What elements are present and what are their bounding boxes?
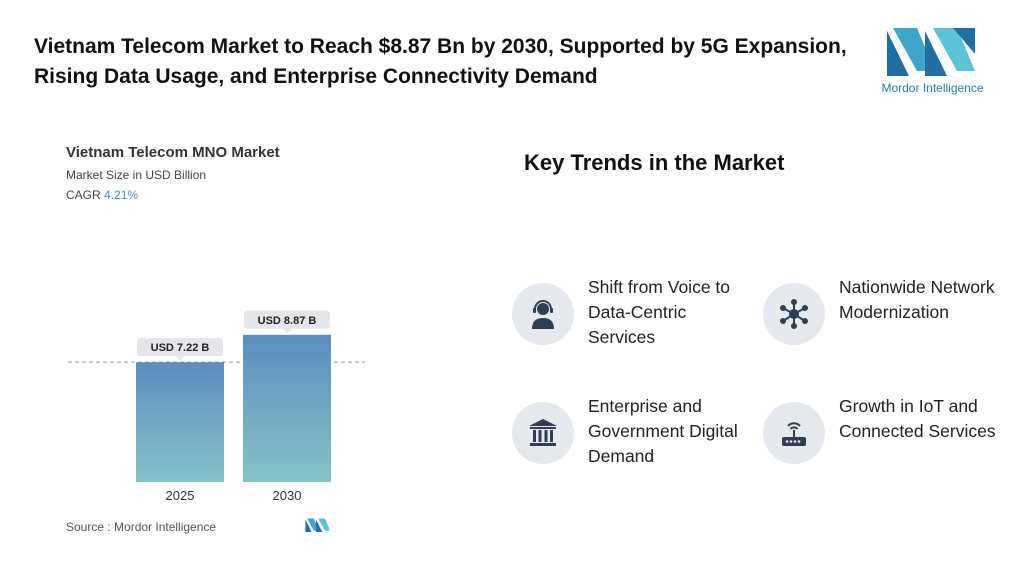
bar-2025 [136, 362, 224, 482]
trend-item-voice-to-data: Shift from Voice to Data-Centric Service… [512, 277, 752, 363]
mordor-logo-text: Mordor Intelligence [881, 81, 984, 95]
trend-icon-circle [512, 283, 574, 345]
government-building-icon [529, 419, 557, 446]
chart-subtitle: Market Size in USD Billion [66, 168, 207, 182]
cagr-label: CAGR [66, 188, 101, 202]
svg-text:USD 8.87 B: USD 8.87 B [258, 315, 317, 327]
trend-label: Enterprise and Government Digital Demand [588, 396, 738, 466]
cagr-text: CAGR 4.21% [66, 188, 138, 202]
source-logo-icon [305, 518, 331, 532]
chart-title: Vietnam Telecom MNO Market [66, 144, 280, 161]
bar-chart: USD 7.22 B USD 8.87 B 2025 2030 [68, 310, 365, 503]
trend-item-enterprise-government: Enterprise and Government Digital Demand [512, 396, 752, 482]
svg-text:USD 7.22 B: USD 7.22 B [151, 342, 210, 354]
x-tick-2025: 2025 [166, 488, 195, 503]
headline: Vietnam Telecom Market to Reach $8.87 Bn… [34, 35, 847, 88]
trend-icon-circle [512, 402, 574, 464]
cagr-value: 4.21% [104, 188, 139, 202]
x-tick-2030: 2030 [273, 488, 302, 503]
router-icon [782, 422, 806, 446]
trend-icon-circle [763, 283, 825, 345]
chart-card: USD 7.22 B USD 8.87 B 2025 2030 Vietnam … [40, 130, 385, 545]
trend-label: Shift from Voice to Data-Centric Service… [588, 277, 731, 347]
data-label-2025: USD 7.22 B [137, 338, 223, 362]
headset-agent-icon [532, 300, 554, 329]
trends-title: Key Trends in the Market [524, 150, 785, 175]
trend-item-network-modernization: Nationwide Network Modernization [763, 277, 1003, 363]
data-label-2030: USD 8.87 B [244, 310, 330, 334]
mordor-logo-icon [887, 28, 975, 76]
mordor-logo: Mordor Intelligence [875, 26, 990, 98]
chart-source: Source : Mordor Intelligence [66, 520, 217, 534]
trend-item-iot-growth: Growth in IoT and Connected Services [763, 396, 1003, 482]
bar-2030 [243, 334, 331, 482]
trend-icon-circle [763, 402, 825, 464]
trend-label: Growth in IoT and Connected Services [839, 396, 996, 441]
network-hub-icon [780, 299, 808, 329]
trend-label: Nationwide Network Modernization [839, 277, 995, 322]
